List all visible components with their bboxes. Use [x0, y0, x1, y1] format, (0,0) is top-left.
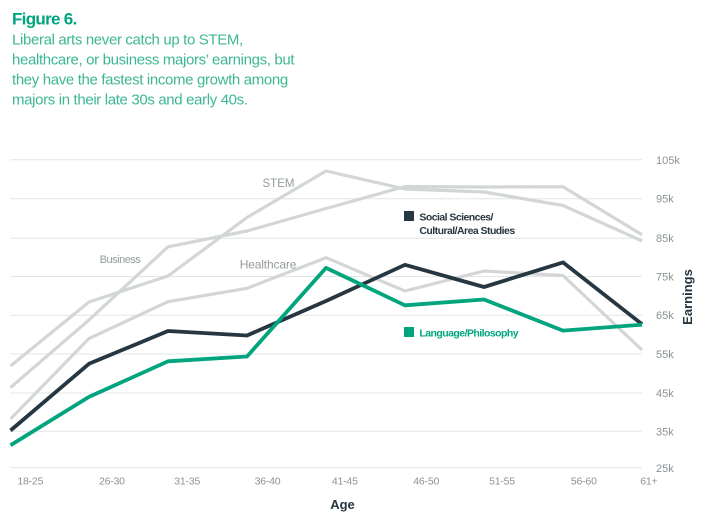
- svg-text:61+: 61+: [640, 476, 657, 488]
- svg-text:18-25: 18-25: [17, 476, 43, 488]
- svg-text:they have the fastest income g: they have the fastest income growth amon…: [12, 72, 288, 89]
- svg-text:Cultural/Area Studies: Cultural/Area Studies: [419, 225, 515, 237]
- svg-text:31-35: 31-35: [174, 476, 200, 488]
- svg-text:healthcare, or business majors: healthcare, or business majors’ earnings…: [12, 52, 295, 69]
- svg-text:Business: Business: [100, 254, 142, 266]
- svg-text:41-45: 41-45: [332, 476, 358, 488]
- svg-text:Liberal arts never catch up to: Liberal arts never catch up to STEM,: [12, 32, 243, 49]
- svg-text:Healthcare: Healthcare: [240, 258, 297, 272]
- svg-text:26-30: 26-30: [99, 476, 125, 488]
- svg-text:65k: 65k: [656, 310, 674, 322]
- svg-text:Figure 6.: Figure 6.: [12, 10, 77, 29]
- svg-text:55k: 55k: [656, 349, 674, 361]
- svg-text:Language/Philosophy: Language/Philosophy: [419, 327, 518, 339]
- svg-text:45k: 45k: [656, 388, 674, 400]
- svg-text:105k: 105k: [656, 155, 680, 167]
- svg-text:Earnings: Earnings: [680, 269, 695, 325]
- svg-text:56-60: 56-60: [571, 476, 597, 488]
- svg-text:Age: Age: [330, 497, 355, 512]
- svg-text:STEM: STEM: [263, 178, 295, 190]
- svg-text:36-40: 36-40: [255, 476, 281, 488]
- svg-text:85k: 85k: [656, 233, 674, 245]
- svg-text:Social Sciences/: Social Sciences/: [419, 212, 493, 224]
- svg-text:75k: 75k: [656, 272, 674, 284]
- svg-text:35k: 35k: [656, 426, 674, 438]
- svg-text:95k: 95k: [656, 194, 674, 206]
- svg-text:51-55: 51-55: [489, 476, 515, 488]
- svg-text:25k: 25k: [656, 463, 674, 475]
- svg-text:majors in their late 30s and e: majors in their late 30s and early 40s.: [12, 92, 248, 109]
- svg-text:46-50: 46-50: [413, 476, 439, 488]
